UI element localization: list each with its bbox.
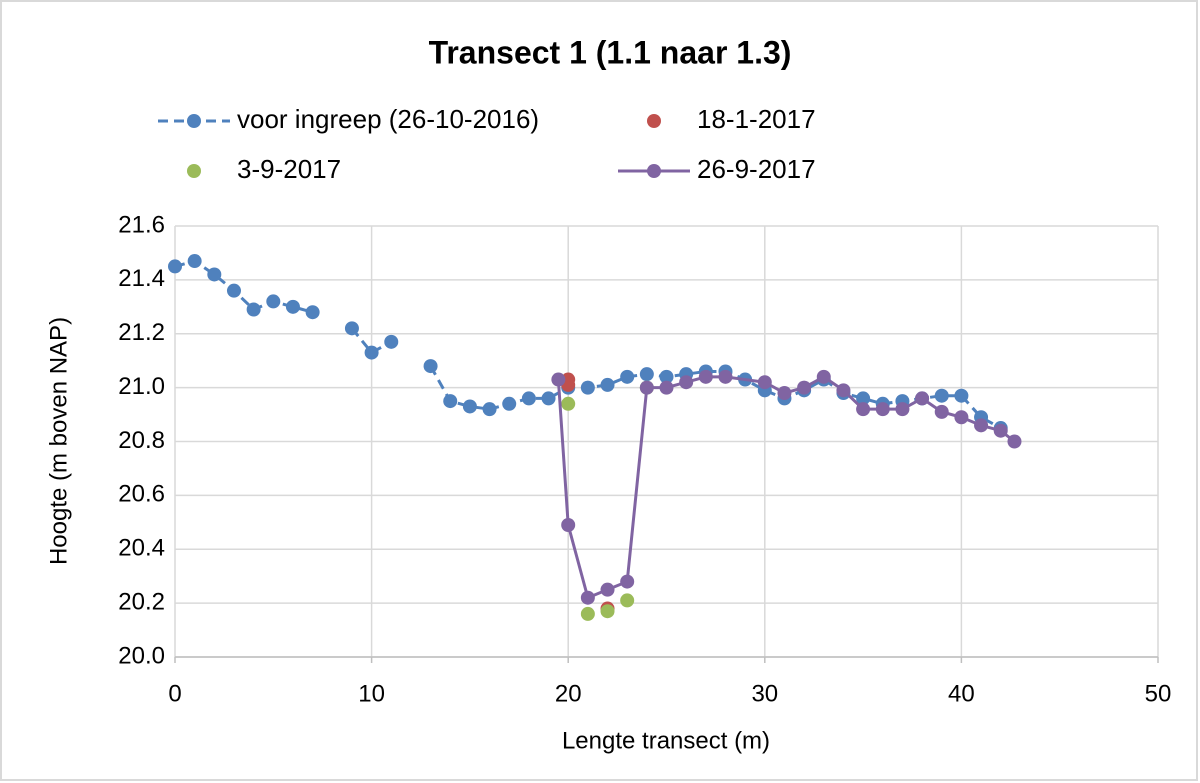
data-point [580,606,595,621]
y-tick-label: 20.6 [118,481,165,508]
legend-item: 26-9-2017 [618,154,816,184]
data-point [561,396,576,411]
data-point [561,518,576,533]
data-point [482,402,497,417]
data-point [266,294,281,309]
data-point [462,399,477,414]
data-point [168,259,182,274]
data-point [895,402,910,417]
data-point [797,380,812,395]
x-axis-label: Lengte transect (m) [562,727,770,754]
legend-label: 3-9-2017 [237,154,341,184]
data-point [285,299,300,314]
data-point [974,418,989,433]
legend-marker [187,164,201,178]
y-tick-label: 20.8 [118,427,165,454]
legend-item: voor ingreep (26-10-2016) [158,104,539,134]
legend-label: voor ingreep (26-10-2016) [237,104,539,134]
data-point [521,391,536,406]
data-point [777,386,792,401]
x-tick-label: 30 [751,680,778,707]
legend-marker [647,164,661,178]
data-point [679,375,694,390]
x-tick-label: 40 [948,680,975,707]
data-point [580,590,595,605]
data-point [954,388,969,403]
data-point [600,377,615,392]
data-point [659,369,674,384]
data-point [757,375,772,390]
data-point [600,604,615,619]
legend-label: 26-9-2017 [697,154,816,184]
data-point [226,283,241,298]
data-point [639,367,654,382]
legend-marker [187,114,201,128]
data-point [187,254,202,269]
y-tick-label: 21.2 [118,319,165,346]
data-point [659,380,674,395]
data-point [954,410,969,425]
y-tick-label: 20.0 [118,642,165,669]
data-point [718,369,733,384]
data-point [443,394,458,409]
data-point [551,372,566,387]
data-point [934,404,949,419]
data-point [856,391,871,406]
data-point [836,383,851,398]
legend-item: 18-1-2017 [647,104,816,134]
data-point [600,582,615,597]
data-point [364,345,379,360]
data-point [856,402,871,417]
y-axis-label: Hoogte (m boven NAP) [45,317,72,565]
x-tick-label: 0 [168,680,181,707]
y-tick-label: 21.4 [118,265,165,292]
legend-label: 18-1-2017 [697,104,816,134]
data-point [639,380,654,395]
data-point [816,369,831,384]
y-tick-label: 21.0 [118,373,165,400]
data-point [993,423,1008,438]
data-point [620,369,635,384]
y-tick-label: 20.2 [118,588,165,615]
x-tick-label: 20 [555,680,582,707]
data-point [423,359,438,374]
data-point [934,388,949,403]
y-tick-label: 20.4 [118,535,165,562]
data-point [580,380,595,395]
legend-marker [647,114,661,128]
data-point [875,402,890,417]
chart-title: Transect 1 (1.1 naar 1.3) [429,34,792,70]
data-point [502,396,517,411]
x-tick-label: 50 [1145,680,1172,707]
data-point [344,321,359,336]
data-point [305,305,320,320]
data-point [207,267,222,282]
y-tick-label: 21.6 [118,211,165,238]
x-tick-label: 10 [358,680,385,707]
legend-item: 3-9-2017 [187,154,341,184]
data-point [620,593,635,608]
data-point [1007,434,1022,449]
data-point [698,369,713,384]
data-point [915,391,930,406]
data-point [384,334,399,349]
data-point [246,302,261,317]
data-point [541,391,556,406]
data-point [620,574,635,589]
